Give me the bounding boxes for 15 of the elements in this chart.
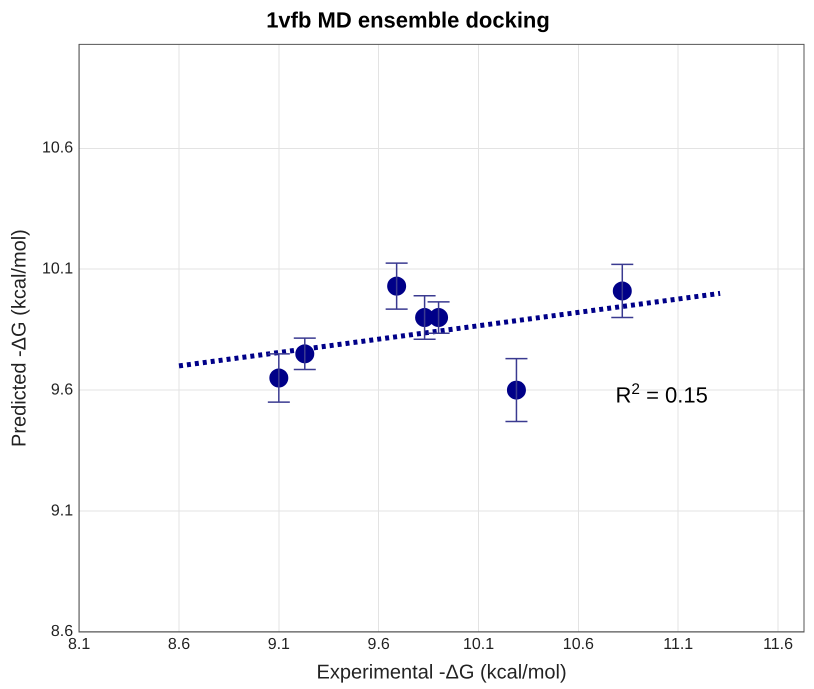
x-tick-label: 8.1 <box>68 636 90 653</box>
x-tick-label: 10.1 <box>462 636 494 653</box>
x-tick-label: 11.6 <box>763 636 794 653</box>
x-axis-title: Experimental -ΔG (kcal/mol) <box>316 662 567 684</box>
y-tick-label: 9.6 <box>50 381 74 398</box>
x-tick-label: 11.1 <box>663 636 694 653</box>
x-tick-label: 9.1 <box>268 636 290 653</box>
x-tick-label: 10.6 <box>562 636 594 653</box>
y-tick-label: 10.6 <box>42 140 74 157</box>
x-tick-label: 8.6 <box>168 636 190 653</box>
x-tick-label: 9.6 <box>368 636 390 653</box>
y-tick-label: 9.1 <box>50 502 74 520</box>
y-axis-title: Predicted -ΔG (kcal/mol) <box>8 229 31 448</box>
chart-title: 1vfb MD ensemble docking <box>266 7 550 32</box>
y-tick-label: 10.1 <box>42 260 74 278</box>
